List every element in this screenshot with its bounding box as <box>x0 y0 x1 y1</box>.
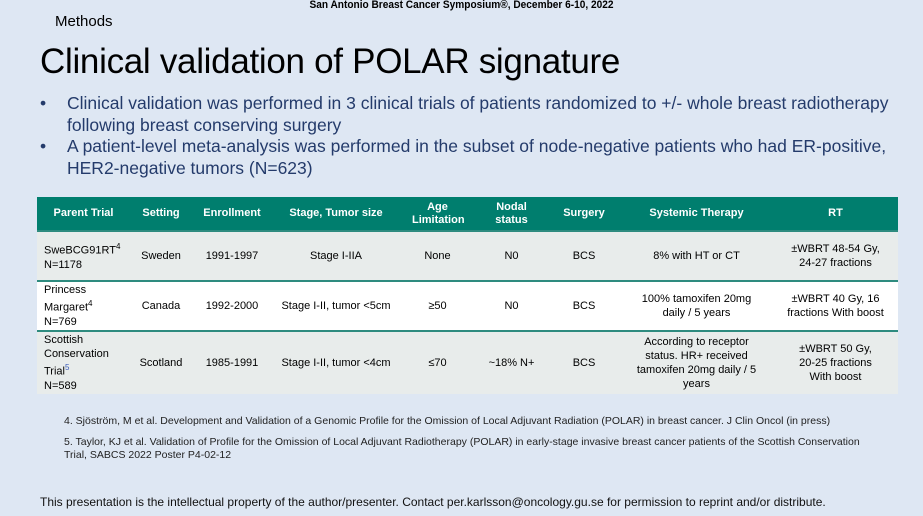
cell-nodal: N0 <box>475 230 548 281</box>
cell-enrollment: 1985-1991 <box>192 330 272 394</box>
cell-systemic: According to receptor status. HR+ receiv… <box>620 330 773 394</box>
cell-setting: Scotland <box>130 330 192 394</box>
cell-nodal: ~18% N+ <box>475 330 548 394</box>
cell-surgery: BCS <box>548 280 620 331</box>
cell-rt: ±WBRT 50 Gy, 20-25 fractions With boost <box>773 330 898 394</box>
cell-systemic: 8% with HT or CT <box>620 230 773 281</box>
bullet-list: • Clinical validation was performed in 3 … <box>40 93 900 179</box>
column-header: Stage, Tumor size <box>272 197 400 231</box>
bullet-icon: • <box>40 136 47 156</box>
cell-age: None <box>400 230 475 281</box>
cell-rt: ±WBRT 40 Gy, 16 fractions With boost <box>773 280 898 331</box>
cell-trial: Princess Margaret4 N=769 <box>37 280 130 331</box>
table-header-row: Parent Trial Setting Enrollment Stage, T… <box>37 197 898 231</box>
column-header: Surgery <box>548 197 620 231</box>
cell-age: ≥50 <box>400 280 475 331</box>
cell-nodal: N0 <box>475 280 548 331</box>
table-row: Princess Margaret4 N=769 Canada 1992-2000… <box>37 280 898 331</box>
references: 4. Sjöström, M et al. Development and Va… <box>64 415 864 470</box>
column-header: Setting <box>130 197 192 231</box>
cell-setting: Sweden <box>130 230 192 281</box>
column-header: Systemic Therapy <box>620 197 773 231</box>
slide-title: Clinical validation of POLAR signature <box>40 42 621 81</box>
bullet-item: • Clinical validation was performed in 3 … <box>40 93 900 136</box>
cell-trial: Scottish Conservation Trial5 N=589 <box>37 330 130 394</box>
column-header: Parent Trial <box>37 197 130 231</box>
cell-age: ≤70 <box>400 330 475 394</box>
column-header: Age Limitation <box>400 197 475 231</box>
table-row: SweBCG91RT4 N=1178 Sweden 1991-1997 Stage… <box>37 230 898 281</box>
cell-systemic: 100% tamoxifen 20mg daily / 5 years <box>620 280 773 331</box>
table-row: Scottish Conservation Trial5 N=589 Scotla… <box>37 330 898 394</box>
section-label: Methods <box>55 13 113 30</box>
cell-stage: Stage I-II, tumor <4cm <box>272 330 400 394</box>
column-header: Enrollment <box>192 197 272 231</box>
cell-stage: Stage I-IIA <box>272 230 400 281</box>
trials-table: Parent Trial Setting Enrollment Stage, T… <box>37 197 898 394</box>
cell-rt: ±WBRT 48-54 Gy, 24-27 fractions <box>773 230 898 281</box>
cell-setting: Canada <box>130 280 192 331</box>
cell-stage: Stage I-II, tumor <5cm <box>272 280 400 331</box>
conference-banner: San Antonio Breast Cancer Symposium®, De… <box>309 0 614 11</box>
bullet-icon: • <box>40 93 47 113</box>
copyright-notice: This presentation is the intellectual pr… <box>40 495 826 509</box>
bullet-text: Clinical validation was performed in 3 c… <box>67 93 889 135</box>
cell-trial: SweBCG91RT4 N=1178 <box>37 230 130 281</box>
cell-enrollment: 1991-1997 <box>192 230 272 281</box>
column-header: RT <box>773 197 898 231</box>
column-header: Nodal status <box>475 197 548 231</box>
bullet-item: • A patient-level meta-analysis was perfo… <box>40 136 900 179</box>
reference-item: 5. Taylor, KJ et al. Validation of Profi… <box>64 435 860 462</box>
bullet-text: A patient-level meta-analysis was perfor… <box>67 136 887 178</box>
cell-surgery: BCS <box>548 330 620 394</box>
cell-enrollment: 1992-2000 <box>192 280 272 331</box>
reference-item: 4. Sjöström, M et al. Development and Va… <box>64 415 831 427</box>
cell-surgery: BCS <box>548 230 620 281</box>
